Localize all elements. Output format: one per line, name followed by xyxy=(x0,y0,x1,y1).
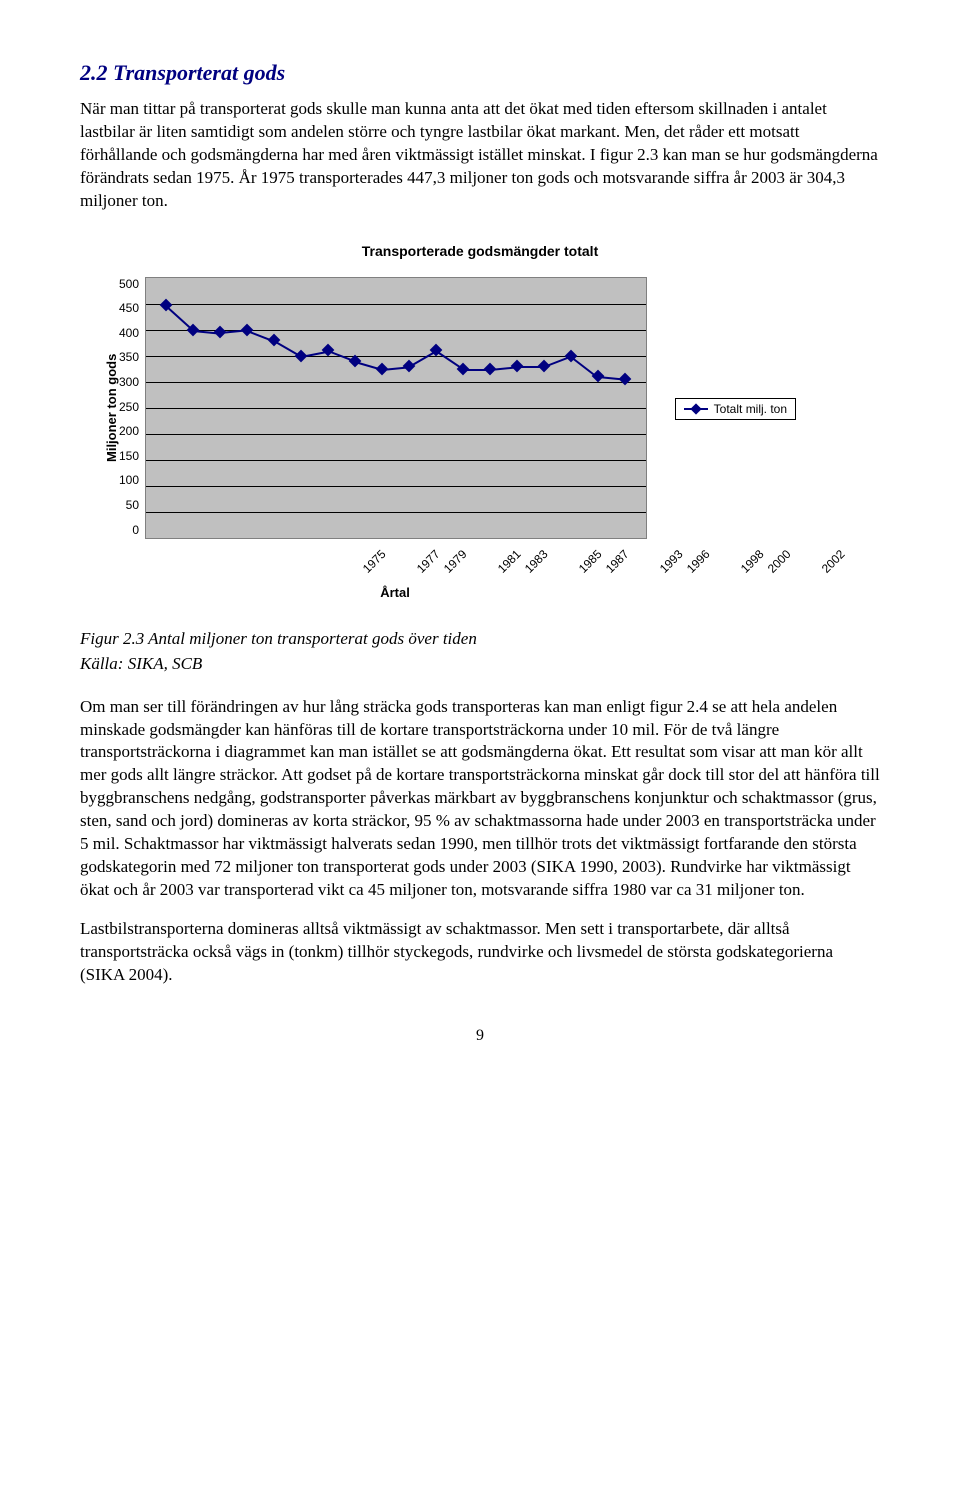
legend-label: Totalt milj. ton xyxy=(714,402,787,416)
chart-container: Transporterade godsmängder totalt Miljon… xyxy=(100,243,860,600)
chart-title: Transporterade godsmängder totalt xyxy=(100,243,860,259)
paragraph-3: Lastbilstransporterna domineras alltså v… xyxy=(80,918,880,987)
paragraph-2: Om man ser till förändringen av hur lång… xyxy=(80,696,880,902)
chart-plot-area: Totalt milj. ton xyxy=(145,277,647,539)
legend-line-icon xyxy=(684,408,708,410)
figure-caption: Figur 2.3 Antal miljoner ton transporter… xyxy=(80,628,880,651)
chart-legend: Totalt milj. ton xyxy=(675,398,796,420)
chart-x-axis-label: Årtal xyxy=(145,585,645,600)
figure-source: Källa: SIKA, SCB xyxy=(80,653,880,676)
paragraph-1: När man tittar på transporterat gods sku… xyxy=(80,98,880,213)
section-heading: 2.2 Transporterat gods xyxy=(80,60,880,86)
chart-y-axis-label: Miljoner ton gods xyxy=(100,277,119,539)
chart-y-ticks: 500450400350300250200150100500 xyxy=(119,277,145,537)
page-number: 9 xyxy=(80,1027,880,1045)
chart-x-ticks: 1975197719791981198319851987199319961998… xyxy=(360,539,860,579)
